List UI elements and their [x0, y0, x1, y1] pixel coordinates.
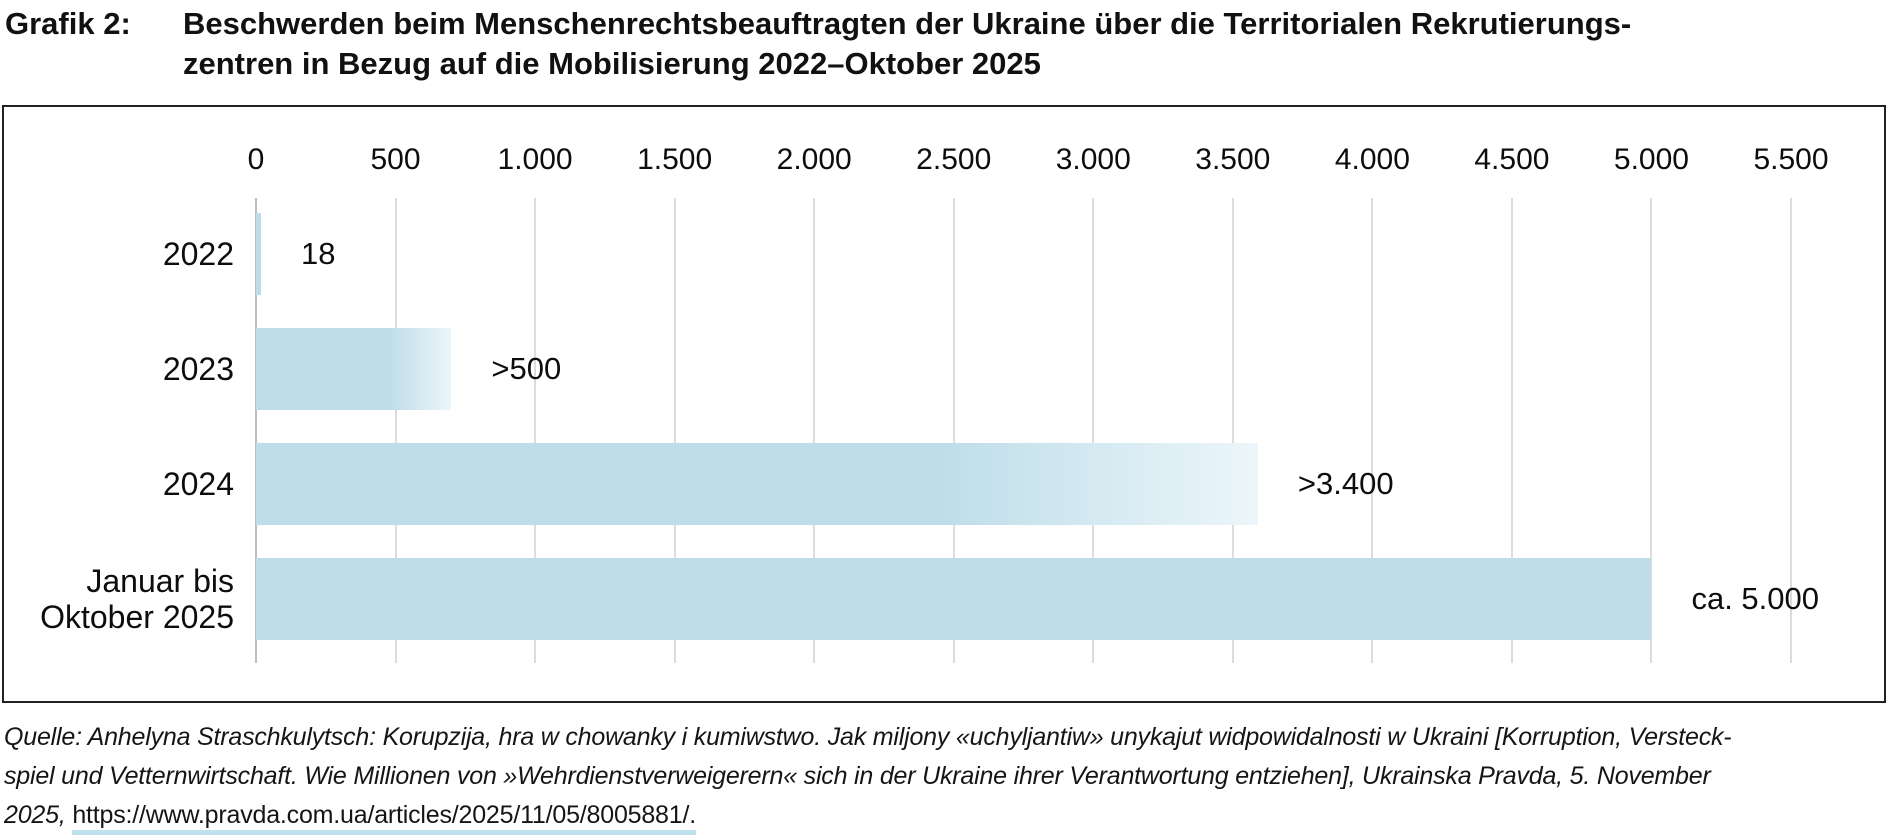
value-label: >3.400	[1297, 466, 1394, 501]
x-axis-tick-label: 3.500	[1195, 143, 1271, 176]
gridline	[1650, 198, 1653, 663]
figure-number-label: Grafik 2:	[5, 6, 131, 41]
value-label: >500	[491, 351, 562, 386]
gridline	[952, 198, 955, 663]
chart-header: Grafik 2: Beschwerden beim Menschenrecht…	[5, 4, 1885, 84]
gridline	[1790, 198, 1792, 663]
bar	[256, 443, 1258, 525]
gridline	[534, 198, 537, 663]
bar	[256, 213, 262, 295]
x-axis-tick-label: 4.500	[1474, 143, 1550, 176]
x-axis-tick-label: 5.000	[1613, 143, 1689, 176]
value-label: 18	[301, 236, 336, 271]
source-line-1: Quelle: Anhelyna Straschkulytsch: Korupz…	[4, 723, 1732, 751]
x-axis-tick-label: 1.000	[497, 143, 573, 176]
value-label: ca. 5.000	[1691, 581, 1819, 616]
gridline	[673, 198, 676, 663]
x-axis-tick-label: 1.500	[637, 143, 713, 176]
category-label: Januar bis Oktober 2025	[40, 563, 234, 635]
source-line-2: spiel und Vetternwirtschaft. Wie Million…	[4, 762, 1711, 790]
gridline	[813, 198, 816, 663]
source-url-link[interactable]: https://www.pravda.com.ua/articles/2025/…	[72, 801, 696, 835]
gridline	[1231, 198, 1234, 663]
category-label: 2023	[162, 351, 234, 387]
gridline	[1371, 198, 1374, 663]
x-axis-tick-label: 0	[247, 143, 265, 176]
source-line-3-prefix: 2025,	[4, 801, 73, 829]
gridline	[394, 198, 397, 663]
source-citation: Quelle: Anhelyna Straschkulytsch: Korupz…	[4, 718, 1888, 835]
chart-plot-area: 0 500 1.000 1.500 2.000 2.500 3.000 3.500 4.000 4…	[2, 105, 1886, 703]
bar	[256, 558, 1652, 640]
bar	[256, 328, 452, 410]
axis-baseline	[255, 198, 257, 663]
x-axis-tick-label: 2.500	[916, 143, 992, 176]
source-line-3: 2025, https://www.pravda.com.ua/articles…	[4, 796, 1888, 835]
category-label: 2022	[162, 236, 234, 272]
gridline	[1092, 198, 1095, 663]
x-axis-tick-label: 4.000	[1334, 143, 1410, 176]
gridline	[1510, 198, 1513, 663]
x-axis-tick-label: 3.000	[1055, 143, 1131, 176]
x-axis-tick-label: 2.000	[776, 143, 852, 176]
category-label: 2024	[162, 466, 234, 502]
chart-title: Beschwerden beim Menschenrechtsbeauftrag…	[183, 6, 1632, 81]
x-axis-tick-label: 5.500	[1753, 143, 1829, 176]
x-axis-tick-label: 500	[370, 143, 421, 176]
